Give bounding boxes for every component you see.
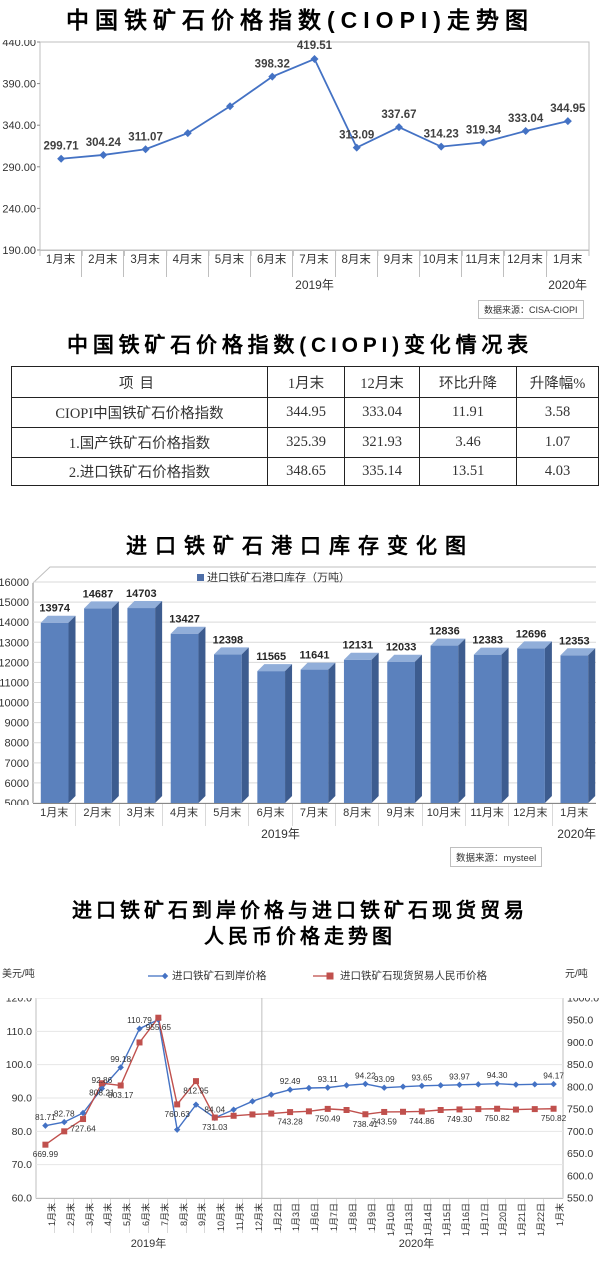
svg-text:5000: 5000: [5, 798, 29, 805]
svg-text:398.32: 398.32: [255, 59, 290, 71]
svg-text:727.64: 727.64: [70, 1124, 96, 1134]
svg-text:93.11: 93.11: [318, 1074, 339, 1084]
svg-text:800.0: 800.0: [567, 1081, 593, 1093]
svg-text:311.07: 311.07: [128, 131, 163, 143]
svg-text:390.00: 390.00: [2, 79, 36, 91]
svg-text:12131: 12131: [343, 640, 374, 652]
svg-text:743.59: 743.59: [372, 1116, 398, 1126]
svg-text:290.00: 290.00: [2, 162, 36, 174]
svg-text:319.34: 319.34: [466, 124, 502, 136]
svg-text:955.65: 955.65: [146, 1022, 172, 1032]
svg-text:12383: 12383: [472, 635, 503, 647]
svg-text:进口铁矿石现货贸易人民币价格: 进口铁矿石现货贸易人民币价格: [340, 969, 487, 982]
svg-text:12000: 12000: [0, 657, 29, 669]
svg-text:760.63: 760.63: [164, 1109, 190, 1119]
svg-text:16000: 16000: [0, 577, 29, 589]
svg-text:13427: 13427: [169, 614, 200, 626]
svg-text:60.0: 60.0: [12, 1193, 33, 1205]
svg-text:7000: 7000: [5, 758, 29, 770]
svg-text:950.0: 950.0: [567, 1015, 593, 1027]
svg-text:100.0: 100.0: [6, 1059, 32, 1071]
svg-text:190.00: 190.00: [2, 245, 36, 257]
svg-text:750.49: 750.49: [315, 1113, 341, 1123]
svg-text:8000: 8000: [5, 738, 29, 750]
svg-text:14687: 14687: [83, 588, 114, 600]
svg-text:900.0: 900.0: [567, 1037, 593, 1049]
svg-text:749.30: 749.30: [447, 1114, 473, 1124]
svg-text:11565: 11565: [256, 651, 286, 663]
svg-text:14000: 14000: [0, 617, 29, 629]
svg-text:700.0: 700.0: [567, 1126, 593, 1138]
svg-text:11641: 11641: [300, 650, 330, 662]
svg-text:337.67: 337.67: [381, 109, 416, 121]
svg-text:13974: 13974: [39, 603, 70, 615]
svg-text:344.95: 344.95: [550, 103, 586, 115]
svg-text:750.0: 750.0: [567, 1104, 593, 1116]
svg-text:550.0: 550.0: [567, 1193, 593, 1205]
svg-text:93.97: 93.97: [449, 1071, 470, 1081]
svg-text:12033: 12033: [386, 642, 417, 654]
svg-text:240.00: 240.00: [2, 203, 36, 215]
svg-text:731.03: 731.03: [202, 1122, 228, 1132]
svg-text:340.00: 340.00: [2, 120, 36, 132]
svg-text:10000: 10000: [0, 698, 29, 710]
svg-text:15000: 15000: [0, 597, 29, 609]
svg-text:600.0: 600.0: [567, 1170, 593, 1182]
svg-text:12353: 12353: [559, 635, 590, 647]
svg-text:304.24: 304.24: [86, 137, 122, 149]
svg-text:进口铁矿石港口库存（万吨）: 进口铁矿石港口库存（万吨）: [207, 570, 350, 584]
svg-text:750.82: 750.82: [541, 1113, 567, 1123]
svg-text:92.49: 92.49: [280, 1076, 301, 1086]
svg-text:93.09: 93.09: [374, 1074, 395, 1084]
svg-text:803.17: 803.17: [108, 1090, 134, 1100]
svg-text:93.65: 93.65: [411, 1072, 432, 1082]
svg-text:82.78: 82.78: [54, 1109, 75, 1119]
svg-text:92.86: 92.86: [91, 1075, 112, 1085]
svg-text:419.51: 419.51: [297, 40, 333, 52]
svg-text:313.09: 313.09: [339, 130, 374, 142]
svg-text:669.99: 669.99: [33, 1149, 59, 1159]
svg-text:850.0: 850.0: [567, 1059, 593, 1071]
svg-text:9000: 9000: [5, 718, 29, 730]
svg-text:1000.0: 1000.0: [567, 998, 599, 1005]
svg-text:12836: 12836: [429, 626, 460, 638]
svg-text:80.0: 80.0: [12, 1126, 33, 1138]
svg-text:进口铁矿石到岸价格: 进口铁矿石到岸价格: [172, 969, 267, 982]
svg-text:70.0: 70.0: [12, 1159, 33, 1171]
svg-text:299.71: 299.71: [44, 141, 80, 153]
svg-text:650.0: 650.0: [567, 1148, 593, 1160]
svg-text:14703: 14703: [126, 588, 157, 600]
svg-text:120.0: 120.0: [6, 998, 32, 1005]
svg-text:333.04: 333.04: [508, 113, 544, 125]
svg-text:812.95: 812.95: [183, 1086, 209, 1096]
svg-text:744.86: 744.86: [409, 1116, 435, 1126]
svg-text:6000: 6000: [5, 778, 29, 790]
svg-text:84.04: 84.04: [204, 1104, 225, 1114]
svg-text:440.00: 440.00: [2, 40, 36, 49]
svg-text:110.0: 110.0: [7, 1026, 33, 1038]
svg-text:99.18: 99.18: [110, 1054, 131, 1064]
svg-text:90.0: 90.0: [12, 1093, 33, 1105]
svg-text:12398: 12398: [213, 634, 244, 646]
svg-text:750.82: 750.82: [484, 1113, 510, 1123]
svg-text:12696: 12696: [516, 628, 547, 640]
svg-text:743.28: 743.28: [277, 1117, 303, 1127]
svg-text:11000: 11000: [0, 677, 29, 689]
svg-text:94.17: 94.17: [543, 1071, 564, 1081]
svg-text:94.30: 94.30: [487, 1070, 508, 1080]
svg-text:314.23: 314.23: [424, 129, 459, 141]
svg-text:13000: 13000: [0, 637, 29, 649]
